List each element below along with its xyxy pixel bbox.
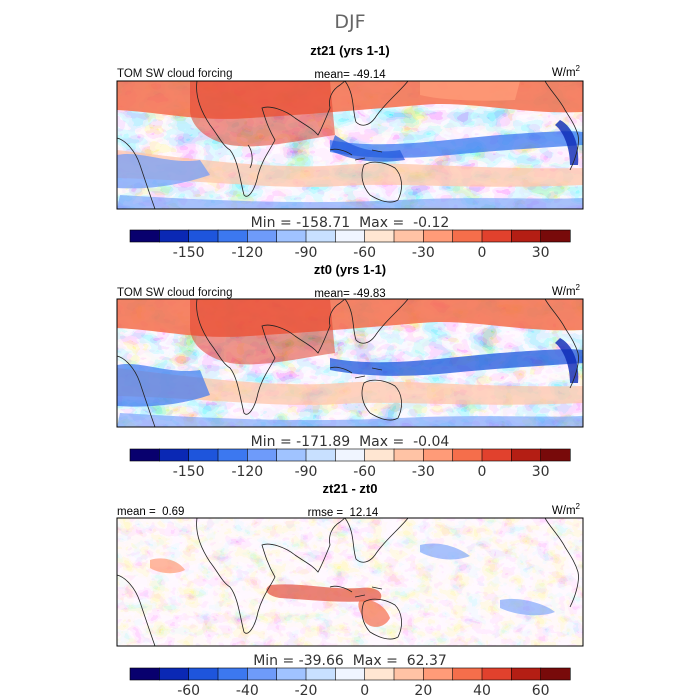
units-label: W/m2	[552, 283, 581, 298]
panel-difference: zt21 - zt0 mean = 0.69 rmse = 12.14 W/m2…	[116, 481, 584, 699]
colorbar-segment	[188, 667, 219, 681]
colorbar-segment	[511, 229, 542, 243]
colorbar-segment	[217, 448, 248, 462]
panel-title: zt21 (yrs 1-1)	[310, 43, 389, 58]
colorbar-tick-label: -60	[353, 245, 376, 261]
colorbar-segment	[335, 229, 366, 243]
units-label: W/m2	[552, 64, 581, 79]
map-frame	[116, 80, 584, 210]
colorbar: -150 -120 -90 -60 -30 0 30	[129, 448, 571, 480]
colorbar-tick-label: 30	[532, 245, 550, 261]
colorbar-segment	[129, 448, 160, 462]
colorbar-segment	[159, 448, 190, 462]
mean-label: mean= -49.14	[314, 69, 386, 81]
map-frame	[116, 298, 584, 428]
colorbar-segment	[335, 667, 366, 681]
colorbar-tick-label: -40	[236, 683, 259, 699]
rmse-label: rmse = 12.14	[308, 507, 379, 519]
colorbar-tick-label: 20	[414, 683, 432, 699]
colorbar-tick-label: 30	[532, 464, 550, 480]
units-label: W/m2	[552, 502, 581, 517]
colorbar-segment	[540, 229, 571, 243]
colorbar-segment	[511, 448, 542, 462]
map-field	[117, 81, 583, 209]
colorbar-tick-label: -120	[231, 464, 263, 480]
panel-title: zt21 - zt0	[323, 481, 378, 496]
colorbar-tick-label: 0	[478, 464, 487, 480]
colorbar-segment	[217, 229, 248, 243]
colorbar-tick-label: -150	[173, 464, 205, 480]
mean-label: mean = 0.69	[117, 506, 184, 518]
colorbar-segment	[423, 229, 454, 243]
panel-title: zt0 (yrs 1-1)	[314, 262, 386, 277]
colorbar-segment	[540, 667, 571, 681]
colorbar-segment	[423, 667, 454, 681]
map-frame	[116, 517, 584, 647]
min-max-label: Min = -39.66 Max = 62.37	[253, 653, 447, 669]
colorbar-segment	[393, 448, 424, 462]
colorbar-segment	[393, 229, 424, 243]
colorbar-segment	[511, 667, 542, 681]
colorbar: -60 -40 -20 0 20 40 60	[129, 667, 571, 699]
colorbar-tick-label: -30	[412, 464, 435, 480]
colorbar-segment	[188, 229, 219, 243]
colorbar-segment	[452, 229, 483, 243]
colorbar-segment	[481, 448, 512, 462]
coastlines	[117, 518, 579, 646]
colorbar-segment	[452, 667, 483, 681]
colorbar-tick-label: 40	[473, 683, 491, 699]
colorbar-tick-label: -20	[295, 683, 318, 699]
coastlines	[117, 299, 579, 427]
colorbar-segment	[217, 667, 248, 681]
colorbar-tick-label: -60	[353, 464, 376, 480]
figure-title: DJF	[334, 11, 365, 33]
colorbar-segment	[364, 448, 395, 462]
colorbar-segment	[540, 448, 571, 462]
coastlines	[117, 81, 579, 209]
colorbar-tick-label: -30	[412, 245, 435, 261]
colorbar-segment	[276, 448, 307, 462]
colorbar-segment	[129, 229, 160, 243]
colorbar-segment	[159, 667, 190, 681]
colorbar-segment	[159, 229, 190, 243]
panel-zt21: zt21 (yrs 1-1) TOM SW cloud forcing mean…	[116, 43, 584, 261]
mean-label: mean= -49.83	[314, 288, 385, 300]
map-field	[117, 518, 583, 646]
colorbar-segment	[305, 229, 336, 243]
colorbar-segment	[247, 667, 278, 681]
min-max-label: Min = -158.71 Max = -0.12	[251, 215, 450, 231]
colorbar-segment	[364, 229, 395, 243]
colorbar-tick-label: -60	[177, 683, 200, 699]
colorbar-tick-label: -150	[173, 245, 205, 261]
colorbar-segment	[247, 229, 278, 243]
colorbar-segment	[481, 667, 512, 681]
colorbar-tick-label: -90	[295, 464, 318, 480]
map-field	[117, 299, 583, 427]
min-max-label: Min = -171.89 Max = -0.04	[251, 434, 450, 450]
colorbar-segment	[423, 448, 454, 462]
colorbar-segment	[276, 229, 307, 243]
colorbar-segment	[305, 667, 336, 681]
colorbar: -150 -120 -90 -60 -30 0 30	[129, 229, 571, 261]
colorbar-segment	[129, 667, 160, 681]
colorbar-segment	[393, 667, 424, 681]
variable-label: TOM SW cloud forcing	[117, 287, 232, 299]
colorbar-tick-label: 60	[532, 683, 550, 699]
colorbar-tick-label: 0	[360, 683, 369, 699]
colorbar-segment	[276, 667, 307, 681]
colorbar-tick-label: -120	[231, 245, 263, 261]
variable-label: TOM SW cloud forcing	[117, 68, 232, 80]
panel-zt0: zt0 (yrs 1-1) TOM SW cloud forcing mean=…	[116, 262, 584, 480]
colorbar-segment	[188, 448, 219, 462]
colorbar-segment	[335, 448, 366, 462]
colorbar-segment	[247, 448, 278, 462]
colorbar-tick-label: -90	[295, 245, 318, 261]
colorbar-segment	[481, 229, 512, 243]
colorbar-segment	[305, 448, 336, 462]
colorbar-segment	[452, 448, 483, 462]
colorbar-segment	[364, 667, 395, 681]
colorbar-tick-label: 0	[478, 245, 487, 261]
